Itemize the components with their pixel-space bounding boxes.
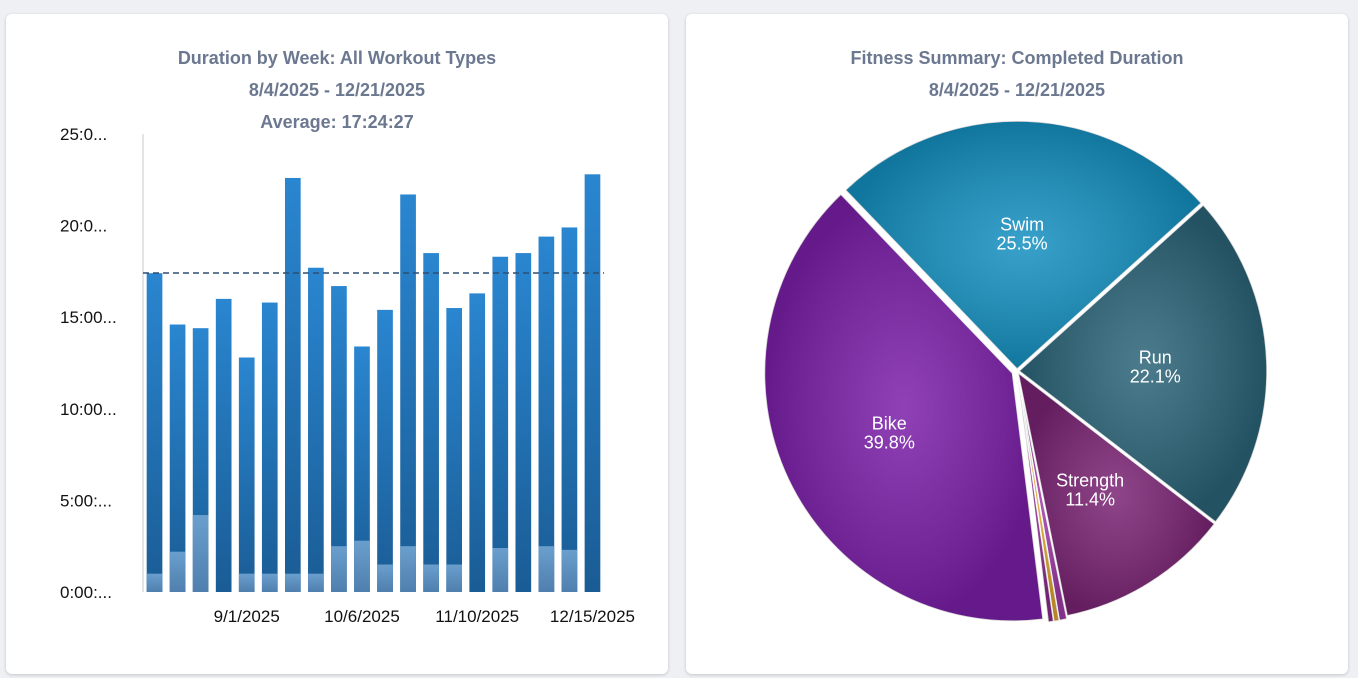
bar-light-segment[interactable]	[169, 551, 186, 592]
bar-light-segment[interactable]	[308, 573, 324, 592]
x-tick-label: 10/6/2025	[324, 607, 400, 626]
pie-slice-bike-shade	[764, 194, 1044, 622]
bar-chart-average: Average: 17:24:27	[260, 112, 414, 132]
bar-total[interactable]	[469, 293, 486, 592]
y-tick-label: 20:0...	[60, 217, 107, 236]
bar-chart-date-range: 8/4/2025 - 12/21/2025	[248, 80, 426, 100]
pie-slice-minor-shade	[1017, 375, 1060, 622]
y-tick-label: 25:0...	[60, 125, 107, 144]
bar-light-segment[interactable]	[192, 515, 209, 592]
x-tick-label: 9/1/2025	[214, 607, 280, 626]
bar-total[interactable]	[261, 302, 278, 592]
bar-total[interactable]	[331, 286, 347, 592]
pie-label-name: Run	[1139, 348, 1172, 368]
pie-label-percent: 25.5%	[997, 234, 1048, 254]
bar-total[interactable]	[146, 273, 163, 592]
bar-light-segment[interactable]	[284, 573, 301, 592]
pie-chart-date-range: 8/4/2025 - 12/21/2025	[928, 80, 1106, 100]
bar-light-segment[interactable]	[538, 546, 555, 592]
bar-light-segment[interactable]	[423, 564, 439, 592]
bar-total[interactable]	[446, 308, 463, 592]
bar-total[interactable]	[400, 194, 416, 592]
bar-light-segment[interactable]	[354, 540, 370, 592]
bar-total[interactable]	[492, 256, 509, 592]
bar-total[interactable]	[308, 267, 324, 592]
bar-chart-card: Duration by Week: All Workout Types 8/4/…	[6, 14, 668, 674]
bar-total[interactable]	[354, 346, 370, 592]
x-tick-label: 11/10/2025	[435, 607, 519, 626]
pie-chart-card: Fitness Summary: Completed Duration 8/4/…	[686, 14, 1348, 674]
pie-slice-run-shade	[1018, 204, 1267, 523]
bar-light-segment[interactable]	[331, 546, 347, 592]
bar-total[interactable]	[215, 298, 232, 592]
pie-slice-swim-shade	[845, 121, 1202, 370]
pie-slice-minor-group[interactable]	[1016, 375, 1055, 623]
bar-light-segment[interactable]	[377, 564, 393, 592]
pie-label-name: Swim	[1000, 215, 1044, 235]
pie-chart-title: Fitness Summary: Completed Duration	[850, 48, 1184, 68]
pie-label-name: Strength	[1056, 470, 1124, 490]
y-tick-label: 10:00...	[60, 400, 117, 419]
pie-label-name: Bike	[872, 414, 907, 434]
pie-slice-minor-shade	[1017, 375, 1067, 621]
pie-label-percent: 39.8%	[864, 433, 915, 453]
bar-total[interactable]	[561, 227, 578, 592]
bar-light-segment[interactable]	[446, 564, 463, 592]
bar-light-segment[interactable]	[400, 546, 416, 592]
bar-total[interactable]	[423, 253, 439, 592]
bar-total[interactable]	[538, 236, 555, 593]
bar-light-segment[interactable]	[561, 549, 578, 592]
pie-label-percent: 22.1%	[1130, 367, 1181, 387]
bar-chart: 0:00:... 5:00:... 10:00... 15:00... 20:0... 2…	[60, 125, 635, 626]
pie-label-percent: 11.4%	[1065, 489, 1115, 509]
bar-total[interactable]	[515, 253, 532, 592]
bar-total[interactable]	[238, 357, 255, 592]
pie-slice-strength-shade	[1018, 372, 1215, 616]
y-tick-label: 0:00:...	[60, 583, 112, 602]
bar-light-segment[interactable]	[238, 573, 255, 592]
bar-total[interactable]	[284, 177, 301, 592]
bar-light-segment[interactable]	[146, 573, 163, 592]
bar-light-segment[interactable]	[492, 548, 509, 592]
bar-total[interactable]	[584, 174, 601, 592]
x-tick-label: 12/15/2025	[550, 607, 635, 626]
bar-total[interactable]	[169, 324, 186, 592]
bar-light-segment[interactable]	[261, 573, 278, 592]
bar-total[interactable]	[377, 309, 393, 592]
pie-slice-minor-shade	[1017, 375, 1054, 623]
bar-chart-title: Duration by Week: All Workout Types	[177, 48, 497, 68]
y-tick-label: 15:00...	[60, 308, 117, 327]
y-tick-label: 5:00:...	[60, 491, 112, 510]
